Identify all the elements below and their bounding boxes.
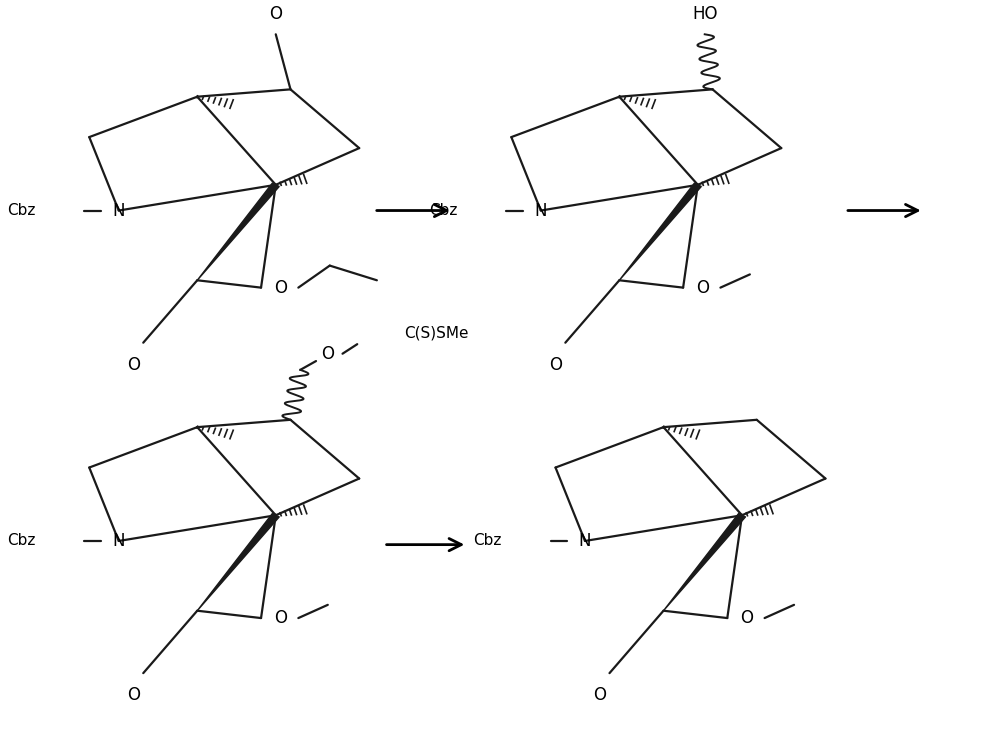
Text: O: O [593,686,606,704]
Text: N: N [535,202,547,220]
Polygon shape [619,183,701,280]
Text: O: O [127,355,140,374]
Polygon shape [197,183,279,280]
Text: N: N [579,532,591,550]
Text: O: O [321,345,334,363]
Text: N: N [112,202,125,220]
Text: O: O [696,279,709,297]
Text: O: O [740,609,753,627]
Text: O: O [127,686,140,704]
Text: O: O [274,279,287,297]
Text: HO: HO [692,4,717,23]
Polygon shape [197,513,279,611]
Text: Cbz: Cbz [7,533,35,548]
Text: O: O [549,355,562,374]
Text: O: O [274,609,287,627]
Text: O: O [269,4,282,23]
Polygon shape [663,513,746,611]
Text: Cbz: Cbz [473,533,502,548]
Text: Cbz: Cbz [429,203,457,218]
Text: C(S)SMe: C(S)SMe [404,326,469,341]
Text: N: N [112,532,125,550]
Text: Cbz: Cbz [7,203,35,218]
